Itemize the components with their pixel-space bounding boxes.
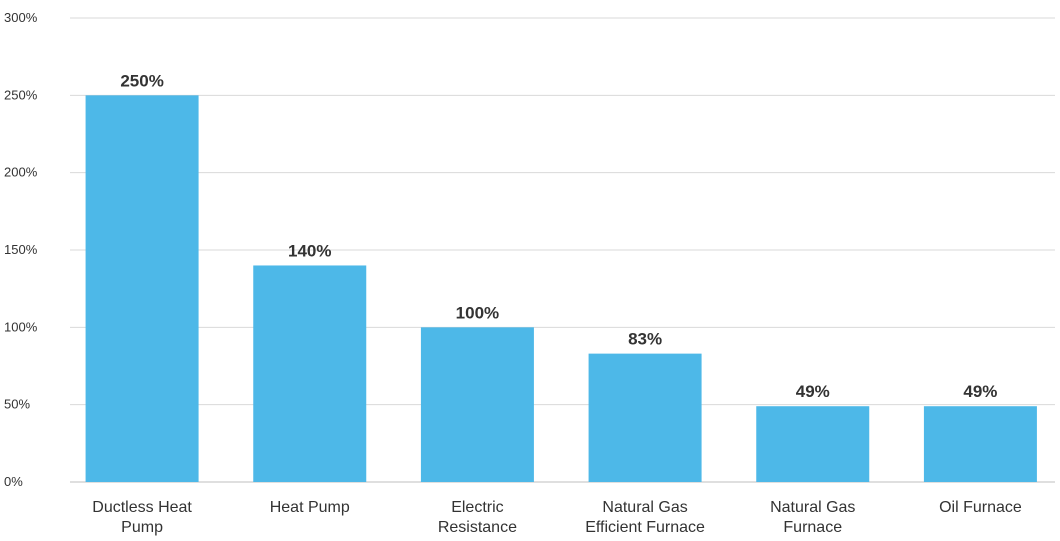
x-category-label: Natural Gas Furnace [770, 499, 855, 536]
bars [85, 95, 1037, 482]
data-label: 83% [628, 330, 662, 349]
y-tick-label: 250% [4, 87, 38, 102]
data-label: 100% [456, 303, 499, 322]
bar [923, 406, 1037, 482]
bar [756, 406, 870, 482]
x-category-label: Natural Gas Efficient Furnace [585, 499, 705, 536]
y-tick-label: 300% [4, 10, 38, 25]
x-axis-labels: Ductless Heat Pump Heat Pump Electric Resist… [92, 499, 1022, 536]
bar [588, 353, 702, 482]
bar [85, 95, 199, 482]
x-category-label: Ductless Heat Pump [92, 499, 192, 536]
data-label: 250% [120, 71, 163, 90]
y-axis-ticks: 0% 50% 100% 150% 200% 250% 300% [4, 10, 38, 489]
x-category-label: Heat Pump [270, 499, 350, 516]
bar [420, 327, 534, 482]
data-label: 49% [796, 382, 830, 401]
y-tick-label: 0% [4, 474, 23, 489]
bar [253, 265, 367, 482]
y-tick-label: 200% [4, 165, 38, 180]
data-label: 140% [288, 241, 331, 260]
y-tick-label: 100% [4, 319, 38, 334]
y-tick-label: 50% [4, 397, 30, 412]
x-category-label: Electric Resistance [438, 499, 517, 536]
gridlines [70, 17, 1055, 483]
x-category-label: Oil Furnace [939, 499, 1022, 516]
data-label: 49% [963, 382, 997, 401]
y-tick-label: 150% [4, 242, 38, 257]
data-labels: 250% 140% 100% 83% 49% 49% [120, 71, 997, 401]
